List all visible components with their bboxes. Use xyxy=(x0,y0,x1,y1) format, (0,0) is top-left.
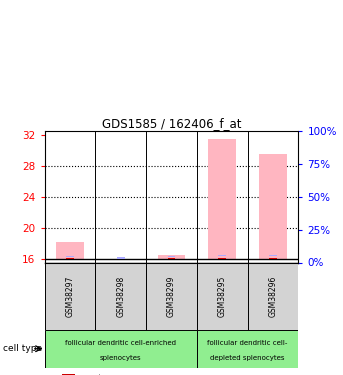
Bar xyxy=(66,255,74,257)
Bar xyxy=(66,258,74,259)
Bar xyxy=(45,262,95,330)
Bar xyxy=(168,255,175,257)
Text: GSM38299: GSM38299 xyxy=(167,276,176,317)
Text: GSM38298: GSM38298 xyxy=(116,276,125,317)
Bar xyxy=(56,242,84,259)
Bar xyxy=(197,330,298,368)
Bar xyxy=(208,139,236,259)
Bar xyxy=(197,262,248,330)
Bar xyxy=(218,258,226,259)
Title: GDS1585 / 162406_f_at: GDS1585 / 162406_f_at xyxy=(102,117,241,130)
Text: GSM38295: GSM38295 xyxy=(218,276,227,317)
Text: follicular dendritic cell-enriched: follicular dendritic cell-enriched xyxy=(65,340,176,346)
Bar xyxy=(45,330,197,368)
Bar xyxy=(146,262,197,330)
Bar xyxy=(168,258,175,259)
Text: cell type: cell type xyxy=(3,344,43,353)
Bar xyxy=(259,154,287,259)
Bar xyxy=(218,255,226,256)
Bar xyxy=(117,258,125,259)
Bar xyxy=(117,258,125,259)
Text: GSM38296: GSM38296 xyxy=(269,276,277,317)
Bar xyxy=(248,262,298,330)
Text: splenocytes: splenocytes xyxy=(100,355,142,361)
Bar xyxy=(269,258,277,259)
Bar xyxy=(157,255,186,259)
Bar xyxy=(269,255,277,256)
Text: GSM38297: GSM38297 xyxy=(66,276,74,317)
Bar xyxy=(95,262,146,330)
Text: count: count xyxy=(81,374,102,375)
Text: follicular dendritic cell-: follicular dendritic cell- xyxy=(208,340,288,346)
Text: depleted splenocytes: depleted splenocytes xyxy=(210,355,285,361)
